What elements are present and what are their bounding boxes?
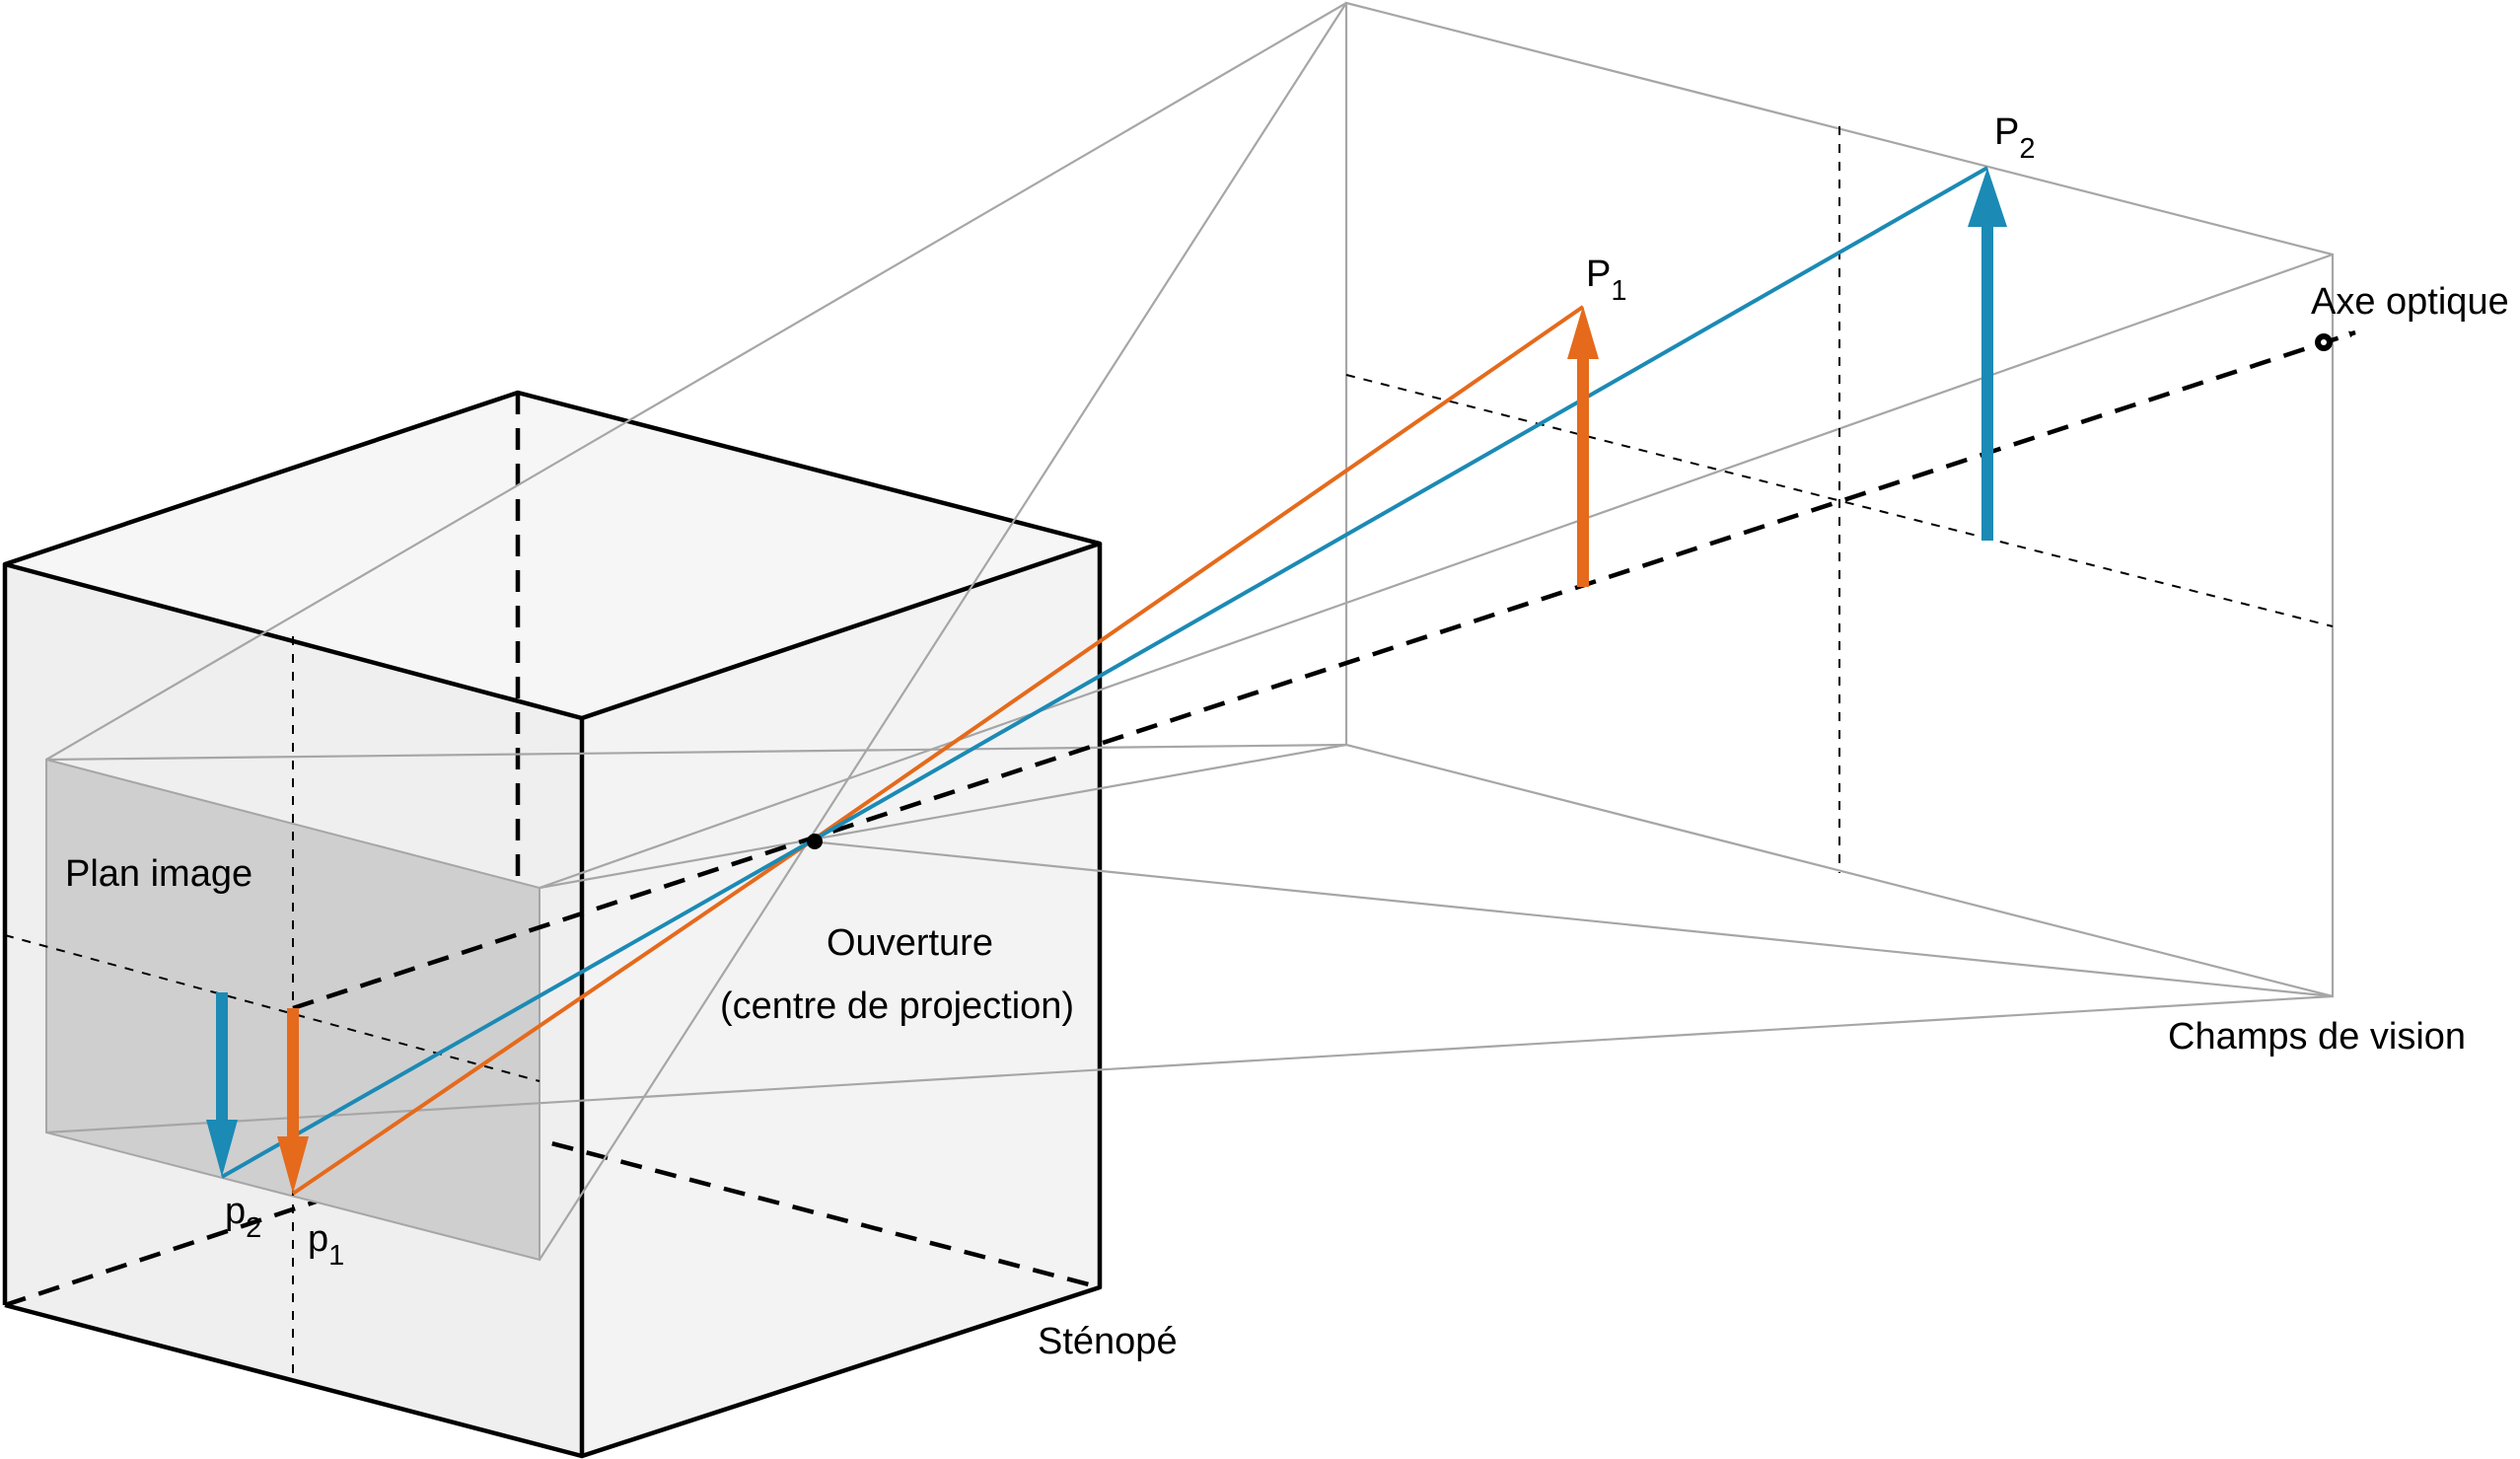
box-hidden-edge-bottom-right xyxy=(517,1131,1101,1290)
label-ouverture: Ouverture xyxy=(827,922,993,964)
label-p1: p1 xyxy=(308,1218,344,1272)
label-p1-base: p xyxy=(308,1218,328,1260)
field-of-view xyxy=(45,1,2335,1261)
arrow-p1-head xyxy=(277,1136,309,1194)
label-P2: P2 xyxy=(1994,111,2036,165)
label-centre-de-projection: (centre de projection) xyxy=(720,985,1074,1027)
label-stenope: Sténopé xyxy=(1038,1321,1178,1362)
box-visible-edges-right xyxy=(579,544,1103,1459)
label-p1-sub: 1 xyxy=(328,1240,344,1272)
image-plane-horizontal-dash xyxy=(4,934,540,1082)
fov-ray-lower-right xyxy=(45,994,2334,1134)
fov-ray-bottom-right xyxy=(539,2,1347,1261)
fov-ray-diagonal xyxy=(810,839,2334,998)
fov-far-frame xyxy=(1344,1,2335,998)
label-p2-sub: 2 xyxy=(246,1212,261,1244)
pinhole-box xyxy=(2,390,1103,1459)
label-p2: p2 xyxy=(225,1191,261,1244)
optical-axis xyxy=(292,329,2356,1011)
fov-ray-top xyxy=(45,2,1347,761)
fov-ray-mid-upper xyxy=(539,253,2334,890)
box-visible-edge-bottom-front xyxy=(4,1302,583,1459)
arrows xyxy=(206,168,2007,1194)
label-axe-optique: Axe optique xyxy=(2311,281,2509,323)
arrow-P1-head xyxy=(1567,306,1599,359)
box-visible-edges-top xyxy=(2,390,1103,1305)
label-P1-base: P xyxy=(1586,254,1611,295)
arrow-p2-head xyxy=(206,1120,238,1177)
box-hidden-edge-bottom-left xyxy=(4,1131,519,1308)
fov-ray-lower-mid xyxy=(539,743,1347,890)
box-right-face xyxy=(582,544,1100,1456)
fov-ray-left-to-lower xyxy=(45,743,1347,762)
label-P1: P1 xyxy=(1586,254,1627,307)
label-P2-sub: 2 xyxy=(2019,133,2035,165)
label-plan-image: Plan image xyxy=(65,853,252,895)
label-p2-base: p xyxy=(225,1191,246,1232)
label-P1-sub: 1 xyxy=(1611,275,1626,307)
label-P2-base: P xyxy=(1994,111,2019,153)
label-champs-de-vision: Champs de vision xyxy=(2168,1016,2466,1058)
aperture-point xyxy=(807,834,823,849)
optical-axis-point-center xyxy=(2321,339,2327,345)
arrow-P2-head xyxy=(1968,168,2007,227)
